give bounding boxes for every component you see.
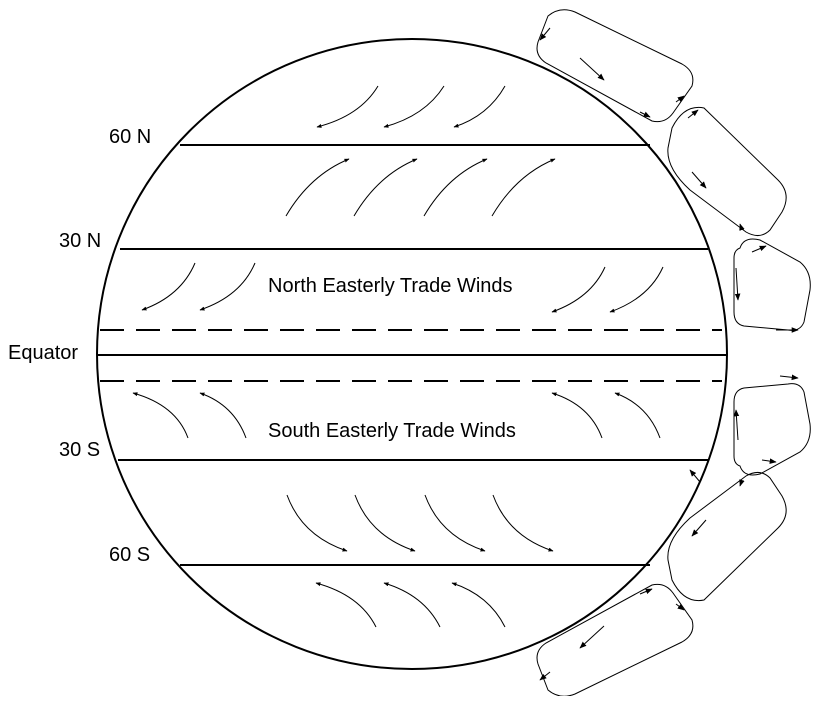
flow-arrow — [579, 625, 605, 649]
wind-arrow — [383, 582, 441, 628]
flow-arrow — [675, 603, 685, 611]
flow-arrow — [639, 111, 651, 118]
flow-arrow — [734, 267, 741, 301]
flow-arrow — [675, 95, 685, 103]
flow-arrow — [579, 57, 605, 81]
ferrel-cell-south — [667, 469, 787, 602]
label-60s: 60 S — [109, 544, 151, 566]
wind-arrow — [199, 392, 247, 439]
wind-arrow — [354, 494, 416, 552]
se-trade-winds — [132, 392, 661, 439]
wind-arrow — [199, 262, 256, 311]
wind-arrow — [383, 85, 445, 128]
hadley-cell-south — [733, 374, 811, 476]
flow-arrow — [733, 409, 740, 441]
circulation-cells-south — [536, 374, 811, 697]
westerlies-south — [286, 494, 554, 552]
westerlies-north — [285, 158, 556, 217]
wind-arrow — [451, 582, 506, 628]
polar-cell-north — [536, 9, 694, 123]
label-30n: 30 N — [59, 230, 102, 252]
flow-arrow — [691, 171, 707, 189]
flow-arrow — [739, 223, 745, 231]
flow-arrow — [539, 27, 551, 41]
flow-arrow — [751, 245, 767, 253]
label-30s: 30 S — [59, 439, 101, 461]
wind-arrow — [453, 85, 506, 128]
flow-arrow — [739, 479, 745, 487]
wind-arrow — [315, 582, 377, 628]
flow-arrow — [539, 671, 551, 681]
flow-arrow — [761, 458, 777, 464]
wind-arrow — [551, 266, 606, 313]
label-se-trade-winds: South Easterly Trade Winds — [268, 420, 516, 442]
polar-cell-south — [536, 583, 694, 697]
wind-arrow — [491, 158, 556, 217]
flow-arrow — [687, 109, 699, 119]
flow-arrow — [689, 469, 701, 483]
wind-arrow — [141, 262, 196, 311]
wind-arrow — [353, 158, 418, 217]
flow-arrow — [779, 374, 799, 381]
wind-arrow — [285, 158, 350, 217]
wind-arrow — [609, 266, 664, 313]
circulation-cells-north — [536, 9, 811, 333]
flow-arrow — [691, 519, 707, 537]
wind-arrow — [551, 392, 603, 439]
wind-arrow — [132, 392, 189, 439]
label-equator: Equator — [8, 342, 79, 364]
label-60n: 60 N — [109, 126, 152, 148]
wind-arrow — [286, 494, 348, 552]
ferrel-cell-north — [667, 106, 787, 236]
polar-easterlies-south — [315, 582, 506, 628]
ne-trade-winds — [141, 262, 664, 313]
label-ne-trade-winds: North Easterly Trade Winds — [268, 275, 513, 297]
wind-arrow — [492, 494, 554, 552]
wind-arrow — [423, 158, 488, 217]
wind-arrow — [614, 392, 661, 439]
hadley-cell-north — [733, 238, 811, 333]
wind-arrow — [316, 85, 379, 128]
wind-arrow — [424, 494, 486, 552]
polar-easterlies-north — [316, 85, 506, 128]
flow-arrow — [639, 588, 653, 595]
